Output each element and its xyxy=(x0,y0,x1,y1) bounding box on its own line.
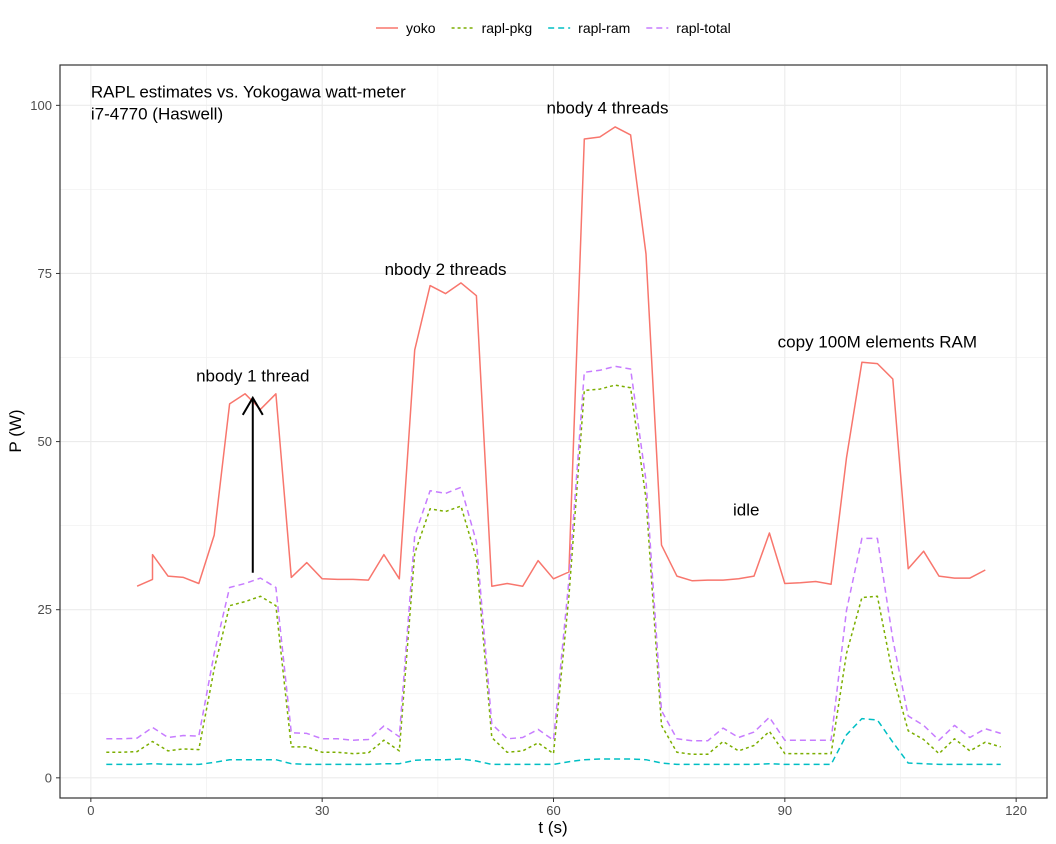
y-tick-label: 75 xyxy=(38,266,52,281)
legend-item-yoko: yoko xyxy=(376,20,436,36)
legend-label: yoko xyxy=(406,20,436,36)
x-tick-label: 60 xyxy=(546,803,560,818)
legend-item-rapl-total: rapl-total xyxy=(646,20,731,36)
legend-label: rapl-ram xyxy=(578,20,630,36)
chart-annotation: RAPL estimates vs. Yokogawa watt-meter xyxy=(91,82,406,101)
x-tick-label: 0 xyxy=(87,803,94,818)
chart-annotation: nbody 2 threads xyxy=(385,260,507,279)
y-axis: 0 25 50 75 100 xyxy=(30,98,60,785)
legend-label: rapl-pkg xyxy=(482,20,533,36)
series-line-rapl-pkg xyxy=(106,384,1001,756)
chart-annotation: i7-4770 (Haswell) xyxy=(91,104,223,123)
x-axis-title: t (s) xyxy=(538,818,567,837)
chart-annotation: idle xyxy=(733,501,759,520)
y-tick-label: 100 xyxy=(30,98,52,113)
chart-annotation: nbody 4 threads xyxy=(547,98,669,117)
series-line-yoko xyxy=(136,126,986,587)
x-tick-label: 120 xyxy=(1005,803,1027,818)
series-layer xyxy=(106,126,1001,766)
legend-item-rapl-ram: rapl-ram xyxy=(548,20,630,36)
x-tick-label: 30 xyxy=(315,803,329,818)
chart-annotation: copy 100M elements RAM xyxy=(778,332,977,351)
annotation-arrow-head xyxy=(241,395,264,416)
y-tick-label: 25 xyxy=(38,602,52,617)
y-tick-label: 50 xyxy=(38,434,52,449)
chart-legend: yoko rapl-pkg rapl-ram rapl-total xyxy=(376,20,731,36)
legend-label: rapl-total xyxy=(676,20,730,36)
y-axis-title: P (W) xyxy=(6,409,25,452)
y-tick-label: 0 xyxy=(45,770,52,785)
grid-major xyxy=(60,65,1047,798)
x-axis: 0 30 60 90 120 xyxy=(87,798,1027,818)
annotation-layer: RAPL estimates vs. Yokogawa watt-meter i7… xyxy=(91,82,977,573)
x-tick-label: 90 xyxy=(778,803,792,818)
legend-item-rapl-pkg: rapl-pkg xyxy=(451,20,533,36)
chart-annotation: nbody 1 thread xyxy=(196,367,309,386)
